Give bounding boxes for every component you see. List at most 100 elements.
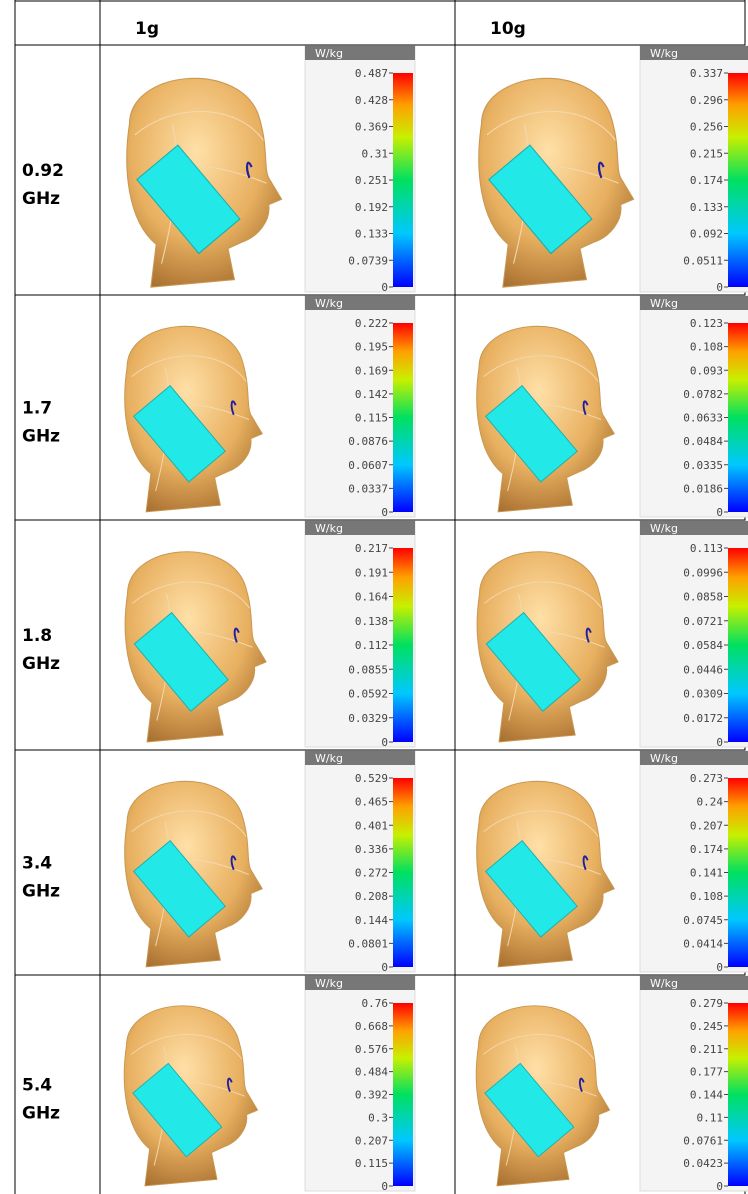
unit-header [305,46,415,60]
tick-label: 0.245 [690,1020,723,1033]
phone [488,144,593,255]
colorbar [393,548,413,742]
head-model [126,77,283,288]
phone [484,840,578,938]
tick-label: 0 [381,961,388,974]
tick-label: 0 [381,281,388,294]
tick-label: 0 [716,506,723,519]
ear [582,400,589,416]
tick-label: 0.215 [690,147,723,160]
ear [582,855,589,871]
tick-label: 0.113 [690,542,723,555]
colorbar [393,323,413,512]
tick-label: 0 [381,1180,388,1193]
ear [230,855,237,871]
tick-label: 0.24 [697,796,724,809]
tick-label: 0.144 [355,914,388,927]
head-model [123,1005,259,1187]
row-label: 0.92 [22,161,64,181]
tick-label: 0.336 [355,843,388,856]
tick-label: 0.668 [355,1020,388,1033]
tick-label: 0.369 [355,121,388,134]
tick-label: 0.0858 [683,591,723,604]
row-label: 5.4 [22,1076,52,1096]
tick-label: 0.401 [355,819,388,832]
tick-label: 0.123 [690,317,723,330]
unit-label: W/kg [650,522,678,535]
phone [132,385,226,483]
phone [133,611,229,712]
tick-label: 0.208 [355,890,388,903]
unit-header [305,751,415,765]
tick-label: 0.108 [690,341,723,354]
unit-header [640,46,748,60]
head-model [476,551,619,743]
tick-label: 0.0329 [348,712,388,725]
head-model [478,77,635,288]
tick-label: 0.256 [690,121,723,134]
tick-label: 0.133 [690,201,723,214]
unit-header [640,521,748,535]
tick-label: 0.279 [690,997,723,1010]
tick-label: 0.0721 [683,615,723,628]
tick-label: 0.0745 [683,914,723,927]
tick-label: 0 [716,736,723,749]
tick-label: 0.177 [690,1066,723,1079]
tick-label: 0.0337 [348,482,388,495]
tick-label: 0.0335 [683,459,723,472]
tick-label: 0.0172 [683,712,723,725]
unit-header [640,976,748,990]
unit-header [305,976,415,990]
tick-label: 0.529 [355,772,388,785]
head-model [476,325,615,513]
row-label: GHz [22,427,60,447]
ear [579,1077,585,1092]
tick-label: 0.0446 [683,663,723,676]
colorbar [393,73,413,287]
tick-label: 0.0309 [683,688,723,701]
head-model [124,325,263,513]
phone [132,1062,223,1158]
tick-label: 0 [716,961,723,974]
colorbar [728,778,748,967]
tick-label: 0.31 [362,147,389,160]
tick-label: 0.0414 [683,937,723,950]
tick-label: 0.133 [355,228,388,241]
tick-label: 0.207 [690,819,723,832]
tick-label: 0.164 [355,591,388,604]
head-model [124,551,267,743]
tick-label: 0.0996 [683,566,723,579]
unit-label: W/kg [315,297,343,310]
tick-label: 0.0855 [348,663,388,676]
tick-label: 0.76 [362,997,389,1010]
tick-label: 0.195 [355,341,388,354]
tick-label: 0.115 [355,412,388,425]
tick-label: 0.0423 [683,1157,723,1170]
tick-label: 0.115 [355,1157,388,1170]
tick-label: 0.0592 [348,688,388,701]
tick-label: 0.108 [690,890,723,903]
tick-label: 0.191 [355,566,388,579]
tick-label: 0.092 [690,228,723,241]
unit-label: W/kg [650,297,678,310]
colorbar [393,1003,413,1186]
tick-label: 0 [716,281,723,294]
tick-label: 0.337 [690,67,723,80]
unit-label: W/kg [315,522,343,535]
unit-header [640,296,748,310]
phone [485,611,581,712]
tick-label: 0.272 [355,867,388,880]
tick-label: 0.142 [355,388,388,401]
ear [585,627,592,643]
tick-label: 0.0584 [683,639,723,652]
row-label: GHz [22,1104,60,1124]
tick-label: 0.174 [690,174,723,187]
ear [227,1077,233,1092]
tick-label: 0.273 [690,772,723,785]
colorbar [728,73,748,287]
tick-label: 0.211 [690,1043,723,1056]
row-label: 1.7 [22,399,52,419]
tick-label: 0.0186 [683,482,723,495]
tick-label: 0.3 [368,1111,388,1124]
